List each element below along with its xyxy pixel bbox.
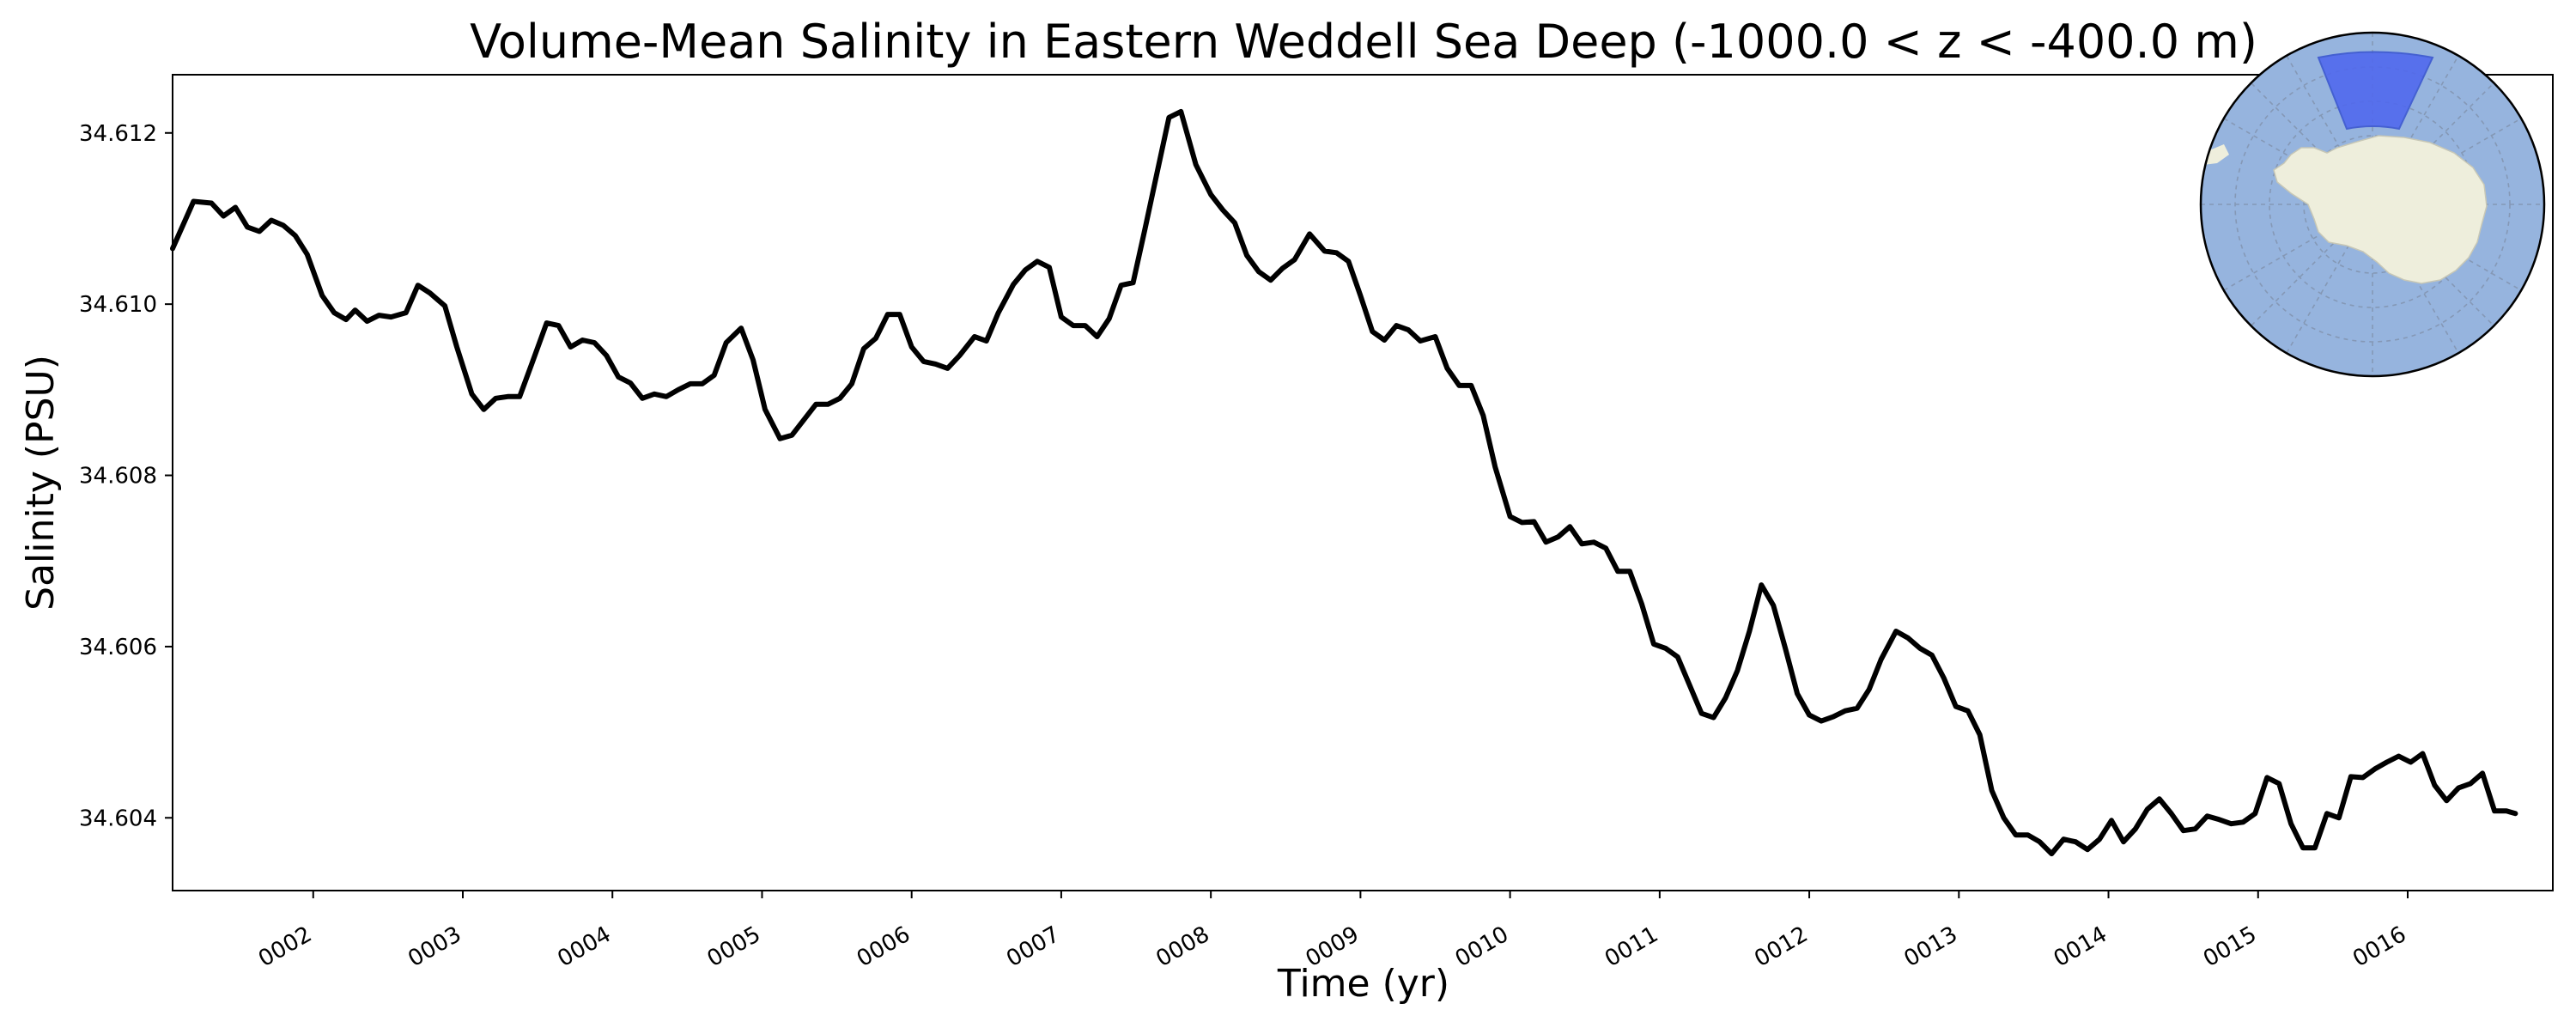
x-axis-label: Time (yr) [1277,962,1449,1006]
y-axis-label: Salinity (PSU) [19,355,63,611]
land-fragment [2203,144,2229,165]
chart-title: Volume-Mean Salinity in Eastern Weddell … [470,15,2257,69]
plot-frame [172,74,2554,891]
inset-map [2199,31,2546,378]
y-tick-label: 34.608 [79,464,157,490]
y-tick-label: 34.604 [79,806,157,831]
y-axis-ticks: 34.604 34.606 34.608 34.610 34.612 [79,121,173,831]
y-tick-label: 34.610 [79,292,157,318]
antarctica-landmass [2273,135,2488,284]
y-tick-label: 34.612 [79,121,157,147]
weddell-highlight-sector [2317,51,2434,131]
salinity-series-line [170,108,2518,857]
y-tick-label: 34.606 [79,635,157,660]
map-border [2199,31,2546,378]
series-layer [170,108,2518,857]
